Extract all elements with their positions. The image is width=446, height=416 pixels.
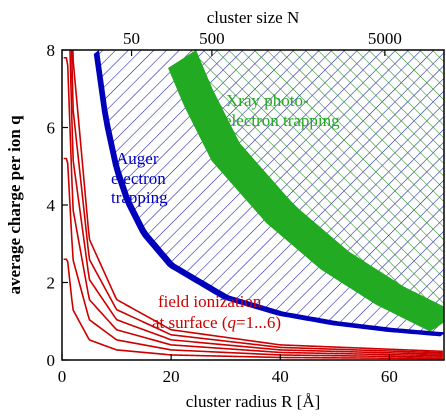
annotation-field: field ionization at surface (q=1...6) [152, 292, 281, 332]
field-ionization-curve-q2 [63, 157, 443, 358]
x-axis-title-text: cluster radius R [Å] [186, 392, 321, 411]
annotation-auger-line3: trapping [111, 188, 168, 207]
x-tick-label-20: 20 [163, 367, 180, 386]
x-axis: 0 20 40 60 [58, 354, 398, 386]
annotation-xray: Xray photo- electron trapping [224, 91, 340, 130]
y-tick-label-8: 8 [47, 41, 56, 60]
annotation-xray-line2: electron trapping [224, 111, 340, 130]
y-tick-label-0: 0 [47, 351, 56, 370]
annotation-field-line1: field ionization [158, 292, 262, 311]
x-axis-title: cluster radius R [Å] [186, 392, 321, 411]
annotation-field-suffix: =1...6) [236, 313, 281, 332]
annotation-field-prefix: at surface ( [152, 313, 228, 332]
plot-area [63, 50, 444, 360]
x-tick-label-60: 60 [381, 367, 398, 386]
xray-trapping-crosshatched-region [182, 50, 444, 314]
y-tick-label-6: 6 [47, 119, 56, 138]
top-tick-label-50: 50 [123, 29, 140, 48]
top-axis-title: cluster size N [207, 8, 300, 27]
y-axis: 0 2 4 6 8 [47, 41, 68, 370]
annotation-auger-line1: Auger [116, 149, 159, 168]
x-tick-label-40: 40 [272, 367, 289, 386]
annotation-auger-line2: electron [111, 169, 166, 188]
y-tick-label-2: 2 [47, 274, 56, 293]
xray-trapping-band [168, 50, 444, 332]
top-axis: 50500500050000 [123, 29, 402, 56]
annotation-auger: Auger electron trapping [111, 149, 168, 207]
x-tick-label-0: 0 [58, 367, 67, 386]
field-ionization-curve-q3 [63, 56, 443, 357]
field-ionization-curve-q4 [69, 50, 443, 356]
top-tick-label-5000: 5000 [368, 29, 402, 48]
annotation-field-q: q [228, 313, 237, 332]
annotation-field-line2: at surface (q=1...6) [152, 313, 281, 332]
top-axis-title-text: cluster size N [207, 8, 300, 27]
top-tick-label-500: 500 [199, 29, 225, 48]
field-ionization-curve-q1 [63, 258, 443, 360]
field-ionization-curve-q6 [72, 50, 443, 353]
y-tick-label-4: 4 [47, 196, 56, 215]
y-axis-title-text: average charge per ion q [5, 115, 24, 295]
field-ionization-curve-q5 [70, 50, 443, 354]
y-axis-title: average charge per ion q [5, 115, 24, 295]
field-ionization-curves [63, 50, 443, 360]
annotation-xray-line1: Xray photo- [226, 91, 309, 110]
